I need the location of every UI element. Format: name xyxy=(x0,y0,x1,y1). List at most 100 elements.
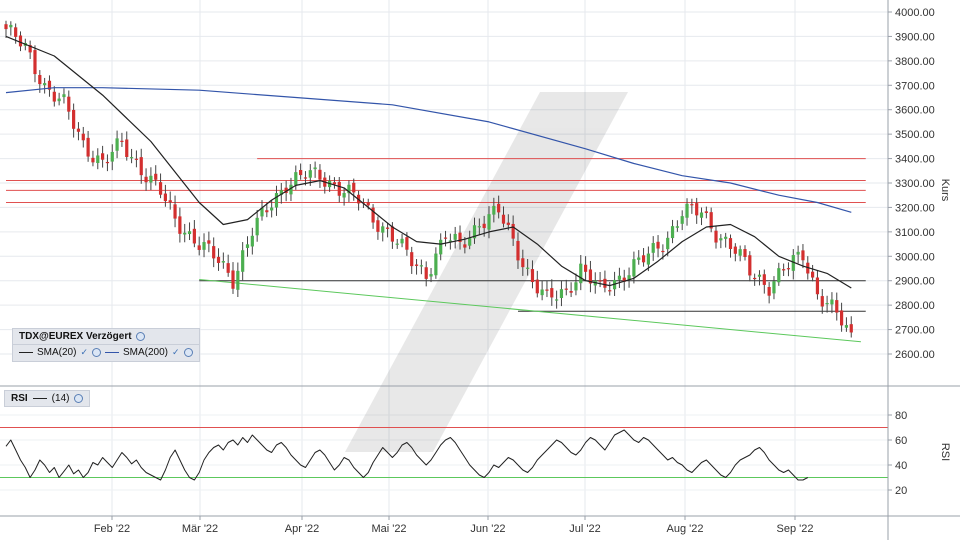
candle[interactable] xyxy=(540,280,544,301)
candle[interactable] xyxy=(429,268,433,283)
candle[interactable] xyxy=(216,248,221,271)
candle[interactable] xyxy=(434,247,438,279)
candle[interactable] xyxy=(414,259,419,275)
candle[interactable] xyxy=(183,223,187,243)
candle[interactable] xyxy=(279,182,283,204)
candle[interactable] xyxy=(81,126,85,148)
candle[interactable] xyxy=(255,209,259,242)
candle[interactable] xyxy=(584,256,588,281)
candle[interactable] xyxy=(670,219,675,244)
candle[interactable] xyxy=(603,270,607,293)
candle[interactable] xyxy=(163,184,167,207)
price-legend[interactable]: TDX@EUREX Verzögert SMA(20) ✓ SMA(200) ✓ xyxy=(12,328,200,362)
globe-icon[interactable] xyxy=(183,348,193,357)
candle[interactable] xyxy=(371,204,375,229)
candle[interactable] xyxy=(815,270,820,300)
candle[interactable] xyxy=(231,262,235,294)
candle[interactable] xyxy=(129,148,134,164)
candle[interactable] xyxy=(236,262,240,297)
candle[interactable] xyxy=(511,215,515,246)
candle[interactable] xyxy=(791,249,795,280)
candle[interactable] xyxy=(43,77,47,94)
candle[interactable] xyxy=(704,206,708,219)
candle[interactable] xyxy=(410,246,414,274)
globe-icon[interactable] xyxy=(92,348,101,357)
sma200-line[interactable] xyxy=(5,87,852,213)
candle[interactable] xyxy=(149,167,153,191)
chevron-down-icon[interactable]: ✓ xyxy=(80,347,88,357)
candle[interactable] xyxy=(9,21,13,36)
sma20-label[interactable]: SMA(20) xyxy=(37,347,77,358)
candle[interactable] xyxy=(352,178,356,201)
candle[interactable] xyxy=(811,264,815,282)
candle[interactable] xyxy=(719,234,723,249)
candle[interactable] xyxy=(52,86,56,107)
candle[interactable] xyxy=(598,271,602,288)
price-panel[interactable] xyxy=(4,20,866,343)
candle[interactable] xyxy=(96,148,100,170)
candle[interactable] xyxy=(395,238,399,249)
candle[interactable] xyxy=(637,250,641,265)
candle[interactable] xyxy=(472,217,477,244)
candle[interactable] xyxy=(757,270,762,286)
candle[interactable] xyxy=(516,232,520,269)
candle[interactable] xyxy=(820,289,824,314)
candle[interactable] xyxy=(419,259,423,275)
candle[interactable] xyxy=(675,220,679,232)
candle[interactable] xyxy=(270,200,274,218)
candle[interactable] xyxy=(825,295,829,313)
candle[interactable] xyxy=(385,223,390,238)
candle[interactable] xyxy=(724,232,728,248)
candle[interactable] xyxy=(458,225,462,250)
trend-line[interactable] xyxy=(199,278,861,343)
candle[interactable] xyxy=(47,75,52,97)
rsi-period[interactable]: (14) xyxy=(51,393,70,404)
candle[interactable] xyxy=(178,207,182,243)
candle[interactable] xyxy=(154,165,158,186)
candle[interactable] xyxy=(651,236,655,261)
candle[interactable] xyxy=(76,122,81,141)
candle[interactable] xyxy=(187,222,192,241)
candle[interactable] xyxy=(221,252,225,269)
candle[interactable] xyxy=(497,195,501,219)
candle[interactable] xyxy=(738,245,742,262)
candle[interactable] xyxy=(86,130,90,162)
candle[interactable] xyxy=(337,177,341,203)
candle[interactable] xyxy=(521,249,525,276)
candle[interactable] xyxy=(260,200,264,221)
candle[interactable] xyxy=(839,302,844,332)
candle[interactable] xyxy=(656,235,660,258)
candle[interactable] xyxy=(622,269,626,291)
candle[interactable] xyxy=(646,246,650,272)
candle[interactable] xyxy=(376,216,380,240)
candle[interactable] xyxy=(555,290,559,309)
candle[interactable] xyxy=(197,236,201,256)
candle[interactable] xyxy=(569,282,573,298)
candle[interactable] xyxy=(680,210,684,231)
candle[interactable] xyxy=(212,237,216,268)
candle[interactable] xyxy=(666,231,670,257)
candle[interactable] xyxy=(265,202,269,218)
candle[interactable] xyxy=(33,45,37,83)
candle[interactable] xyxy=(67,90,71,120)
rsi-line[interactable] xyxy=(5,429,809,481)
candle[interactable] xyxy=(835,292,839,321)
candle[interactable] xyxy=(550,279,554,306)
candle[interactable] xyxy=(830,292,834,314)
candle[interactable] xyxy=(318,164,322,188)
candle[interactable] xyxy=(299,163,303,180)
candle[interactable] xyxy=(487,206,491,239)
candle[interactable] xyxy=(690,198,694,214)
candle[interactable] xyxy=(202,233,206,258)
candle[interactable] xyxy=(762,269,766,294)
candle[interactable] xyxy=(641,248,646,267)
candle[interactable] xyxy=(714,226,718,249)
candle[interactable] xyxy=(695,197,699,224)
candle[interactable] xyxy=(699,207,704,226)
candle[interactable] xyxy=(168,191,172,210)
candle[interactable] xyxy=(801,244,805,269)
candle[interactable] xyxy=(18,31,23,52)
candle[interactable] xyxy=(101,145,105,168)
candle[interactable] xyxy=(849,316,853,338)
